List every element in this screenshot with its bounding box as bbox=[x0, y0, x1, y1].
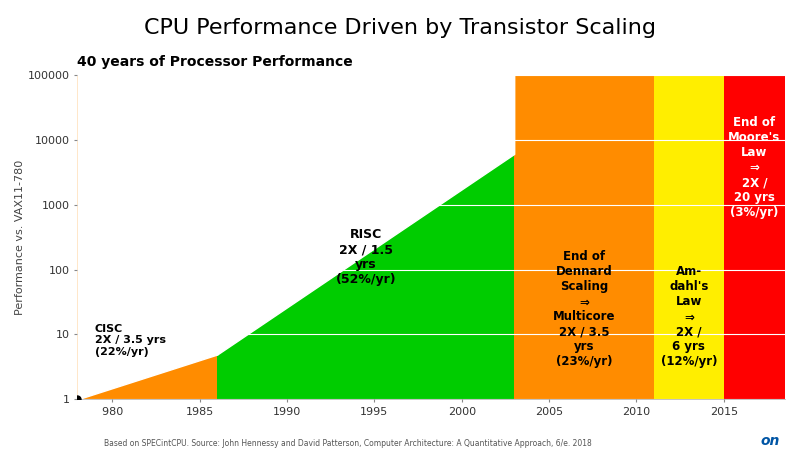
Text: CPU Performance Driven by Transistor Scaling: CPU Performance Driven by Transistor Sca… bbox=[144, 18, 656, 38]
Text: on: on bbox=[761, 434, 780, 448]
Text: End of
Dennard
Scaling
⇒
Multicore
2X / 3.5
yrs
(23%/yr): End of Dennard Scaling ⇒ Multicore 2X / … bbox=[553, 250, 615, 369]
Text: Am-
dahl's
Law
⇒
2X /
6 yrs
(12%/yr): Am- dahl's Law ⇒ 2X / 6 yrs (12%/yr) bbox=[661, 266, 717, 369]
Bar bbox=[514, 75, 654, 399]
Bar bbox=[217, 75, 514, 399]
Bar bbox=[724, 75, 785, 399]
Text: 40 years of Processor Performance: 40 years of Processor Performance bbox=[78, 55, 353, 69]
Text: Based on SPECintCPU. Source: John Hennessy and David Patterson, Computer Archite: Based on SPECintCPU. Source: John Hennes… bbox=[104, 439, 592, 448]
Bar bbox=[78, 75, 217, 399]
Text: End of
Moore's
Law
⇒
2X /
20 yrs
(3%/yr): End of Moore's Law ⇒ 2X / 20 yrs (3%/yr) bbox=[728, 116, 781, 219]
Bar bbox=[654, 75, 724, 399]
Text: CISC
2X / 3.5 yrs
(22%/yr): CISC 2X / 3.5 yrs (22%/yr) bbox=[95, 324, 166, 357]
Text: RISC
2X / 1.5
yrs
(52%/yr): RISC 2X / 1.5 yrs (52%/yr) bbox=[335, 229, 396, 286]
Y-axis label: Performance vs. VAX11-780: Performance vs. VAX11-780 bbox=[15, 159, 25, 315]
